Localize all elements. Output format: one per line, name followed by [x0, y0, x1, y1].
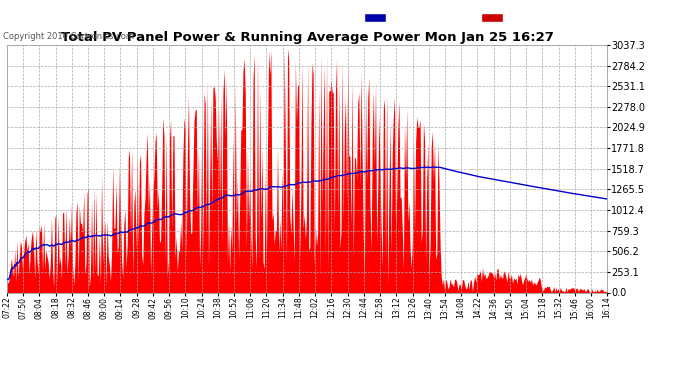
- Title: Total PV Panel Power & Running Average Power Mon Jan 25 16:27: Total PV Panel Power & Running Average P…: [61, 31, 553, 44]
- Legend: Average (DC Watts), PV Panels (DC Watts): Average (DC Watts), PV Panels (DC Watts): [362, 11, 602, 24]
- Text: Copyright 2010 Cartronics.com: Copyright 2010 Cartronics.com: [3, 32, 135, 41]
